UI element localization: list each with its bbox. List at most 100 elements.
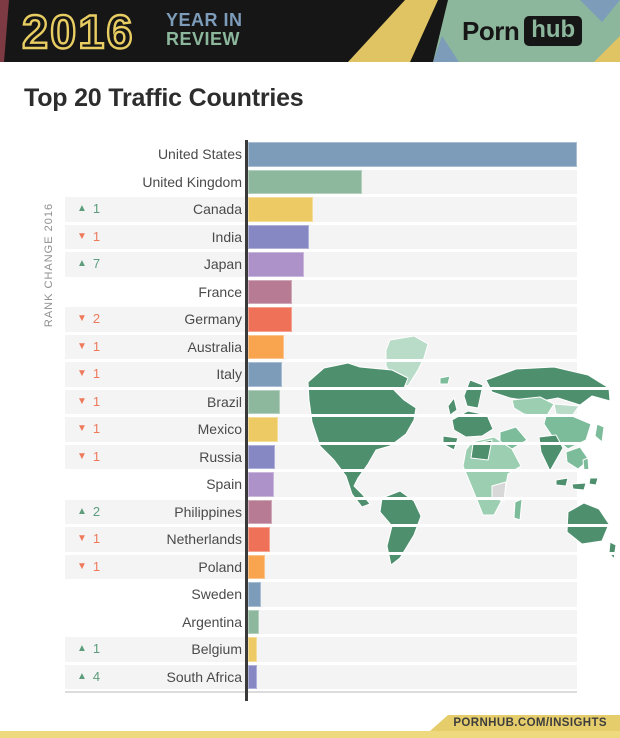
rank-change-strip <box>65 389 245 414</box>
row-gap-line <box>296 414 618 417</box>
country-row: Sweden <box>0 582 620 607</box>
traffic-bar <box>248 197 314 222</box>
footer-url-text: PORNHUB.COM/INSIGHTS <box>453 717 607 729</box>
rank-change-indicator: ▲ 1 <box>77 197 100 222</box>
rank-change-value: 1 <box>92 393 101 409</box>
country-label: United Kingdom <box>142 173 242 190</box>
traffic-bar <box>248 417 278 442</box>
rank-change-value: 2 <box>92 311 101 326</box>
rank-change-value: 7 <box>92 256 101 271</box>
country-row: France <box>0 279 620 304</box>
bar-track <box>248 664 577 689</box>
rank-change-indicator: ▲ 1 <box>77 637 100 662</box>
rank-change-indicator: ▼ 1 <box>77 527 100 552</box>
country-label: Netherlands <box>166 531 243 547</box>
traffic-bar <box>248 554 266 579</box>
rank-change-value: 1 <box>92 201 101 216</box>
map-china <box>543 415 592 450</box>
tagline-line1: YEAR IN <box>166 10 243 30</box>
country-label: Sweden <box>191 586 242 602</box>
country-label: Belgium <box>191 641 242 657</box>
traffic-bar <box>248 224 309 249</box>
rank-change-strip <box>65 417 245 442</box>
country-row: United Kingdom <box>0 169 620 194</box>
traffic-bar <box>248 362 282 387</box>
map-europe <box>451 410 494 438</box>
rank-up-icon: ▲ <box>77 258 87 270</box>
rank-down-icon: ▼ <box>77 450 87 462</box>
rank-down-icon: ▼ <box>77 313 87 325</box>
row-gap-line <box>296 551 618 555</box>
rank-change-strip <box>65 362 245 387</box>
map-africa-central <box>491 481 507 502</box>
rank-up-icon: ▲ <box>77 505 87 517</box>
rank-change-indicator: ▲ 4 <box>77 665 100 690</box>
traffic-bar <box>248 142 577 167</box>
rank-change-value: 4 <box>92 668 101 684</box>
rank-change-strip <box>65 499 245 524</box>
rank-change-value: 1 <box>92 421 101 436</box>
country-label: United States <box>157 146 242 162</box>
page-title: Top 20 Traffic Countries <box>24 84 304 112</box>
rank-down-icon: ▼ <box>77 560 87 572</box>
country-label: Poland <box>198 558 242 575</box>
chart-axis-line <box>245 140 248 701</box>
row-gap-line <box>296 496 618 500</box>
traffic-bar <box>248 444 275 469</box>
country-row: ▲ 4 South Africa <box>0 664 620 690</box>
bar-track <box>248 609 577 634</box>
country-row: Argentina <box>0 609 620 634</box>
country-label: Philippines <box>174 503 242 520</box>
country-label: Brazil <box>206 393 242 410</box>
country-label: Germany <box>184 311 242 327</box>
country-label: India <box>211 228 242 245</box>
rank-change-indicator: ▲ 7 <box>77 252 100 277</box>
map-madagascar <box>513 498 523 521</box>
rank-change-indicator: ▲ 2 <box>77 500 100 525</box>
traffic-bar <box>248 334 284 359</box>
country-label: Japan <box>203 256 242 272</box>
rank-change-value: 1 <box>92 641 101 656</box>
map-uk <box>447 397 458 416</box>
traffic-bar <box>248 637 257 662</box>
country-label: Mexico <box>197 421 242 437</box>
country-row: ▲ 1 Belgium <box>0 637 620 662</box>
traffic-bar <box>248 307 293 332</box>
map-new-zealand <box>608 541 617 560</box>
rank-up-icon: ▲ <box>77 643 87 655</box>
rank-change-strip <box>65 197 245 222</box>
bar-track <box>248 279 577 304</box>
header-maroon-sliver <box>0 0 9 62</box>
bar-track <box>248 637 577 662</box>
rank-change-strip <box>65 554 245 579</box>
rank-change-strip <box>65 664 245 689</box>
traffic-bar <box>248 472 274 497</box>
rank-change-strip <box>65 527 245 552</box>
rank-down-icon: ▼ <box>77 230 87 242</box>
rank-change-strip <box>65 252 245 277</box>
map-africa-west <box>470 439 493 461</box>
map-japan <box>594 423 605 443</box>
rank-change-indicator: ▼ 1 <box>77 390 100 415</box>
bar-track <box>248 444 577 469</box>
rank-down-icon: ▼ <box>77 395 87 407</box>
traffic-bar <box>248 279 293 304</box>
map-africa <box>462 436 522 516</box>
row-gap-line <box>296 331 618 335</box>
rank-change-value: 1 <box>92 531 101 546</box>
rank-up-icon: ▲ <box>77 670 87 682</box>
map-russia <box>485 366 611 406</box>
rank-change-value: 1 <box>92 366 101 381</box>
traffic-bar <box>248 609 259 634</box>
country-row: ▼ 1 Poland <box>0 554 620 579</box>
traffic-bar <box>248 527 271 552</box>
rank-change-strip <box>65 637 245 662</box>
rank-change-indicator: ▼ 1 <box>77 417 100 442</box>
rank-change-value: 2 <box>92 503 101 519</box>
footer-yellow-strip <box>0 731 620 738</box>
row-gap-line <box>296 359 618 362</box>
rank-change-strip <box>65 444 245 469</box>
map-australia <box>566 502 610 545</box>
traffic-bar <box>248 582 262 607</box>
